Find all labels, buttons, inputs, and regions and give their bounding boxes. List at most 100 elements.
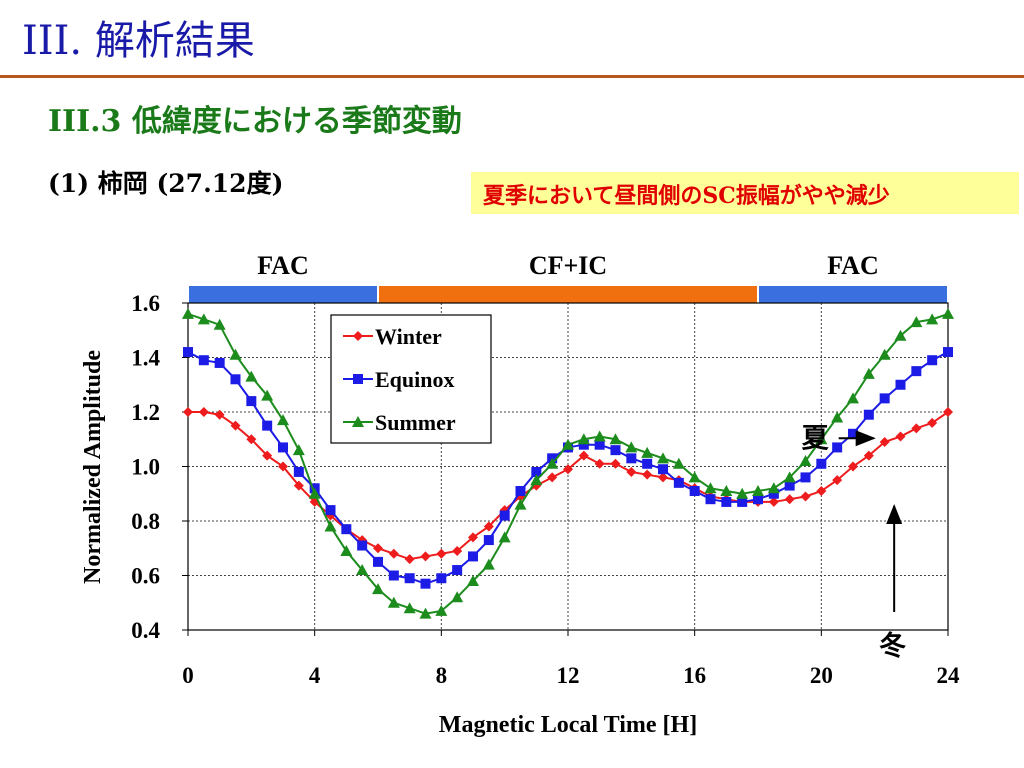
x-tick-label: 12 (557, 663, 580, 688)
data-point (753, 494, 763, 505)
data-point (641, 446, 654, 458)
data-point (546, 457, 559, 469)
data-point (498, 531, 511, 543)
data-point (353, 331, 363, 341)
data-point (784, 480, 795, 491)
region-label: FAC (827, 251, 879, 280)
data-point (625, 441, 638, 453)
data-point (388, 570, 399, 581)
title-divider (0, 75, 1024, 78)
data-point (372, 583, 384, 595)
data-point (230, 420, 241, 431)
station-label: (1) 柿岡 (27.12度) (48, 169, 284, 198)
data-point (768, 488, 779, 499)
data-point (436, 573, 447, 584)
data-point (832, 442, 843, 453)
data-point (230, 374, 241, 385)
data-point (768, 496, 779, 507)
data-point (387, 596, 400, 608)
data-point (831, 411, 844, 423)
data-point (483, 521, 494, 532)
region-segment (189, 286, 377, 303)
data-point (800, 472, 811, 483)
data-point (848, 461, 858, 472)
y-tick-label: 0.8 (131, 509, 160, 534)
data-point (482, 558, 495, 570)
data-point (213, 318, 226, 330)
data-point (352, 416, 364, 427)
summer-annotation: 夏 (802, 423, 830, 454)
data-point (593, 430, 606, 442)
data-point (832, 475, 843, 486)
data-point (563, 464, 573, 475)
data-point (514, 498, 527, 510)
legend-label: Winter (375, 324, 442, 349)
region-segment (759, 286, 947, 303)
x-tick-label: 8 (436, 663, 448, 688)
data-point (658, 464, 668, 475)
data-point (720, 485, 733, 497)
highlight-note: 夏季において昼間側のSC振幅がやや減少 (471, 172, 1019, 214)
data-point (198, 355, 209, 366)
y-tick-label: 1.6 (131, 291, 160, 316)
data-point (467, 574, 479, 586)
data-point (531, 466, 542, 477)
data-point (435, 604, 448, 616)
data-point (278, 442, 288, 453)
data-point (578, 450, 589, 461)
data-point (657, 452, 669, 464)
x-tick-label: 4 (309, 663, 321, 688)
data-point (578, 439, 589, 450)
data-point (895, 431, 906, 442)
data-point (436, 548, 447, 559)
data-point (911, 423, 922, 434)
data-point (340, 544, 353, 556)
data-point (894, 329, 907, 341)
region-segment (379, 286, 757, 303)
data-point (547, 472, 558, 483)
data-point (942, 307, 954, 319)
data-point (182, 307, 194, 319)
data-point (879, 393, 890, 404)
data-point (642, 469, 653, 480)
data-point (325, 505, 336, 516)
x-tick-label: 16 (683, 663, 706, 688)
annotations: 夏冬 (802, 423, 907, 662)
data-point (673, 477, 684, 488)
data-point (499, 510, 510, 521)
winter-annotation: 冬 (879, 630, 906, 662)
y-tick-label: 1.4 (131, 346, 160, 371)
data-point (214, 409, 225, 420)
data-point (736, 487, 749, 499)
data-point (577, 433, 590, 445)
x-tick-label: 24 (937, 663, 961, 688)
legend-label: Equinox (375, 367, 455, 392)
series-lines (182, 307, 954, 619)
data-point (848, 428, 858, 439)
region-bar: FAC CF+IC FAC (189, 251, 947, 303)
data-point (879, 436, 890, 447)
slide-subtitle: III.3 低緯度における季節変動 (48, 104, 462, 139)
data-point (419, 607, 432, 619)
data-point (261, 389, 274, 401)
y-tick-label: 1.2 (131, 400, 160, 425)
data-point (815, 433, 828, 445)
data-point (292, 444, 305, 456)
data-point (911, 366, 922, 377)
data-point (783, 471, 796, 483)
data-point (562, 438, 574, 450)
y-axis-label: Normalized Amplitude (80, 350, 106, 584)
data-point (767, 482, 780, 494)
data-point (420, 578, 431, 589)
x-tick-label: 20 (810, 663, 833, 688)
data-point (704, 482, 717, 494)
axes: 0.4 0.6 0.8 1.0 1.2 1.4 1.6 0 4 8 12 16 20 24 (131, 291, 960, 688)
data-point (420, 551, 431, 562)
y-tick-label: 1.0 (131, 455, 160, 480)
data-point (452, 565, 463, 576)
data-point (452, 545, 463, 556)
data-point (404, 573, 415, 584)
data-point (373, 543, 383, 554)
data-point (246, 396, 257, 407)
data-point (658, 472, 668, 483)
